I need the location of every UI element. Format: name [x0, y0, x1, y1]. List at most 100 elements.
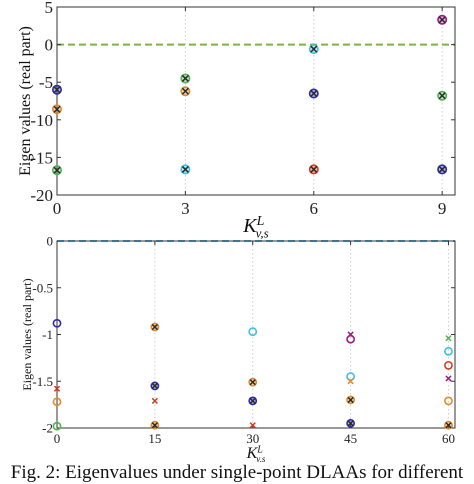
point-circle	[52, 421, 62, 431]
point-cross	[249, 397, 256, 405]
y-tick-label: -10	[30, 111, 53, 130]
point-cross	[249, 422, 256, 429]
x-axis-label-sup: L	[256, 214, 265, 229]
figure-caption: Fig. 2: Eigenvalues under single-point D…	[10, 462, 464, 483]
y-tick-label: -1	[42, 327, 53, 342]
x-tick-label: 9	[438, 199, 447, 218]
y-axis-label: Eigen values (real part)	[17, 26, 34, 176]
point-cross	[151, 397, 158, 405]
y-tick-label: 0	[47, 234, 54, 249]
x-tick-label: 6	[310, 199, 319, 218]
point-cross	[347, 378, 354, 385]
data-point	[150, 381, 160, 391]
point-cross	[53, 166, 61, 174]
x-axis-label-sup: L	[256, 445, 263, 456]
point-cross	[181, 165, 189, 173]
x-tick-label: 0	[53, 199, 62, 218]
point-cross	[151, 422, 158, 429]
x-axis-label: KL v,s	[242, 214, 268, 241]
point-cross	[310, 165, 318, 173]
data-point	[445, 335, 452, 342]
point-cross	[310, 45, 318, 53]
x-tick-label: 60	[442, 431, 455, 446]
y-tick-label: 0	[45, 36, 54, 55]
y-tick-label: -5	[39, 73, 53, 92]
data-point	[437, 90, 448, 101]
point-cross	[151, 323, 158, 331]
data-point	[151, 397, 158, 405]
data-point	[444, 420, 453, 430]
data-point	[180, 164, 191, 175]
data-point	[445, 375, 452, 382]
data-point	[346, 418, 356, 428]
data-point	[180, 86, 191, 97]
point-circle	[444, 360, 453, 370]
point-cross	[310, 89, 318, 98]
point-cross	[53, 105, 61, 113]
x-axis-label-sub: v,s	[256, 454, 266, 462]
data-point	[248, 396, 258, 406]
x-tick-label: 30	[246, 431, 259, 446]
point-circle	[52, 397, 62, 407]
data-point	[308, 164, 319, 175]
data-point	[150, 420, 160, 430]
point-cross	[445, 335, 452, 342]
data-point	[51, 104, 62, 115]
point-cross	[347, 420, 354, 427]
x-axis-label-main: K	[242, 215, 258, 237]
point-cross	[181, 74, 189, 82]
data-point	[52, 318, 62, 328]
point-cross	[347, 396, 354, 404]
y-tick-label: -15	[30, 148, 53, 167]
point-cross	[438, 165, 446, 173]
point-circle	[248, 327, 258, 337]
x-tick-label: 15	[148, 431, 161, 446]
point-cross	[151, 382, 158, 390]
point-circle	[346, 334, 356, 344]
data-point	[180, 73, 191, 84]
point-cross	[438, 92, 446, 100]
point-cross	[53, 86, 61, 94]
point-cross	[53, 385, 61, 392]
point-circle	[52, 318, 62, 328]
point-cross	[181, 87, 189, 95]
point-cross	[438, 16, 446, 24]
chart-panel-1: 0 3 6 9 5 0 -5 -10 -15 -20 Eigen values (real part…	[17, 0, 456, 241]
axes-frame	[56, 6, 456, 196]
y-tick-label: -2	[42, 421, 53, 436]
point-cross	[445, 375, 452, 382]
data-point	[53, 385, 61, 392]
y-tick-label: -20	[30, 186, 53, 205]
data-point	[444, 360, 453, 370]
data-point	[346, 395, 356, 405]
data-point	[346, 372, 356, 381]
x-tick-label: 45	[344, 431, 357, 446]
data-point	[51, 84, 62, 95]
data-point	[308, 44, 319, 55]
data-point	[437, 164, 448, 175]
y-axis-label: Eigen values (real part)	[20, 278, 34, 390]
data-point	[444, 396, 453, 406]
data-point	[51, 165, 62, 176]
data-point	[52, 397, 62, 407]
x-axis-label-main: K	[246, 445, 259, 462]
data-point	[437, 14, 448, 25]
x-tick-label: 3	[181, 199, 190, 218]
x-axis-label: KL v,s	[246, 445, 266, 462]
data-point	[249, 422, 256, 429]
data-point	[248, 377, 258, 387]
data-point	[150, 322, 160, 332]
point-cross	[249, 379, 256, 386]
data-point	[52, 421, 62, 431]
data-point	[248, 327, 258, 337]
data-point	[444, 346, 453, 356]
x-axis-label-sub: v,s	[256, 226, 269, 241]
chart-panel-2: 0 15 30 45 60 0 -0.5 -1 -1.5 -2 Eigen values (real…	[20, 234, 456, 462]
point-cross	[445, 422, 452, 429]
point-circle	[444, 346, 453, 356]
y-tick-label: -1.5	[32, 374, 53, 389]
y-tick-label: -0.5	[32, 280, 53, 295]
data-point	[347, 378, 354, 385]
data-point	[308, 88, 319, 99]
